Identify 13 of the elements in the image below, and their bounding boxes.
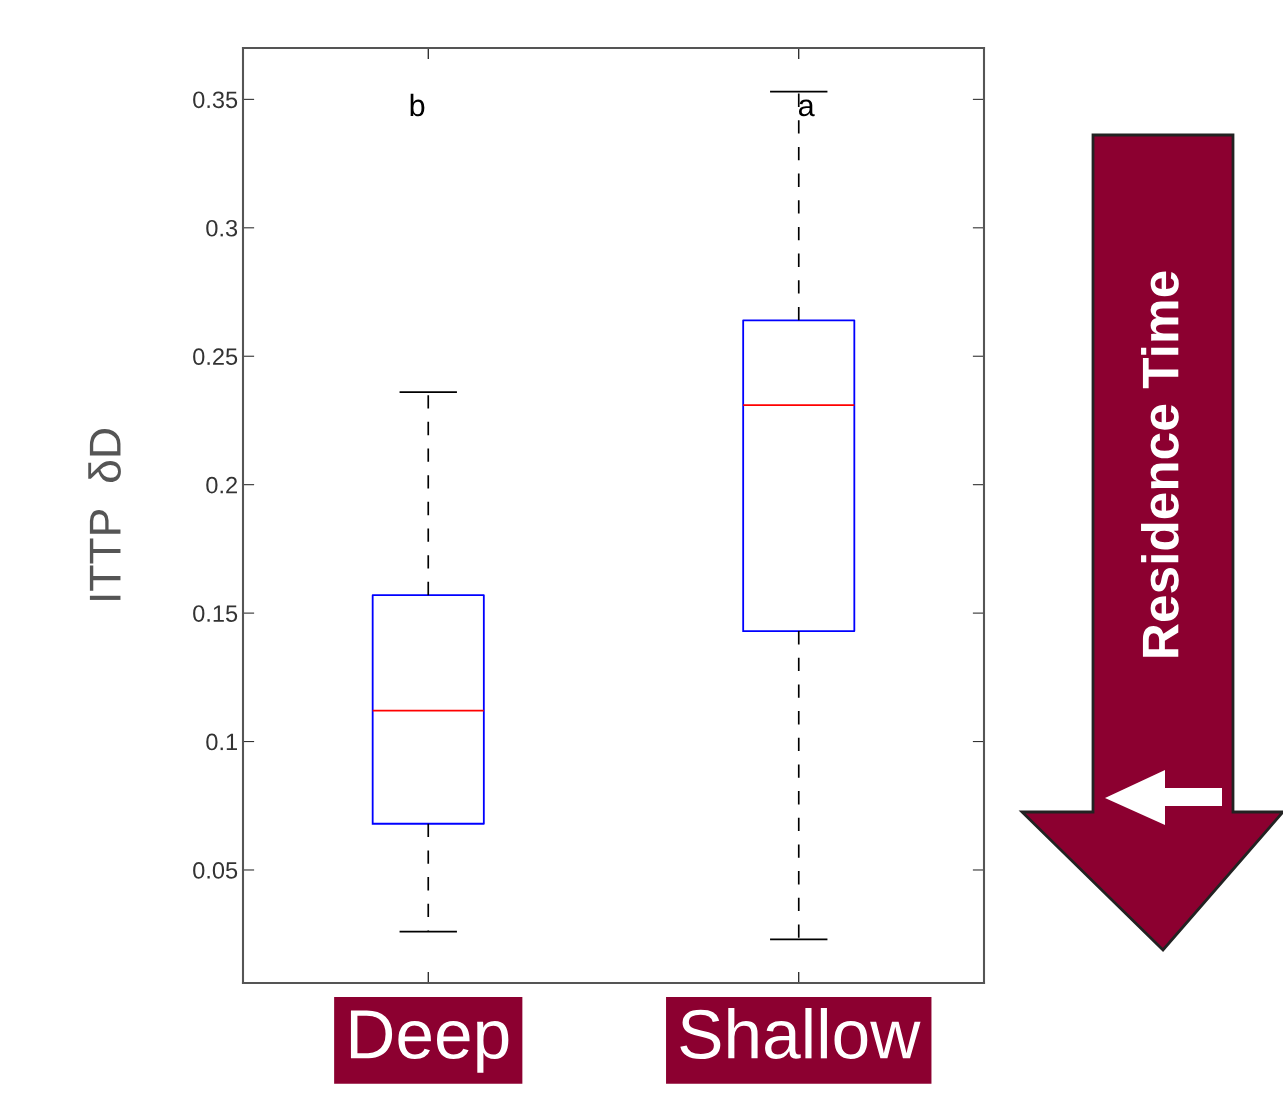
y-tick-label: 0.05 [193,862,238,879]
y-axis-title: ITTP δD [88,429,121,600]
annotation: a [798,99,815,117]
x-tick-label: Deep [350,1010,509,1073]
y-tick-label: 0.1 [206,733,237,751]
annotation: b [410,93,425,117]
x-tick-label: Shallow [680,1008,921,1060]
y-tick-label: 0.15 [193,605,238,622]
y-tick-label: 0.3 [206,219,238,237]
y-tick-label: 0.2 [206,476,237,494]
y-tick-label: 0.25 [193,348,238,366]
y-tick-label: 0.35 [193,91,238,109]
text: Residence Time [1141,271,1179,657]
